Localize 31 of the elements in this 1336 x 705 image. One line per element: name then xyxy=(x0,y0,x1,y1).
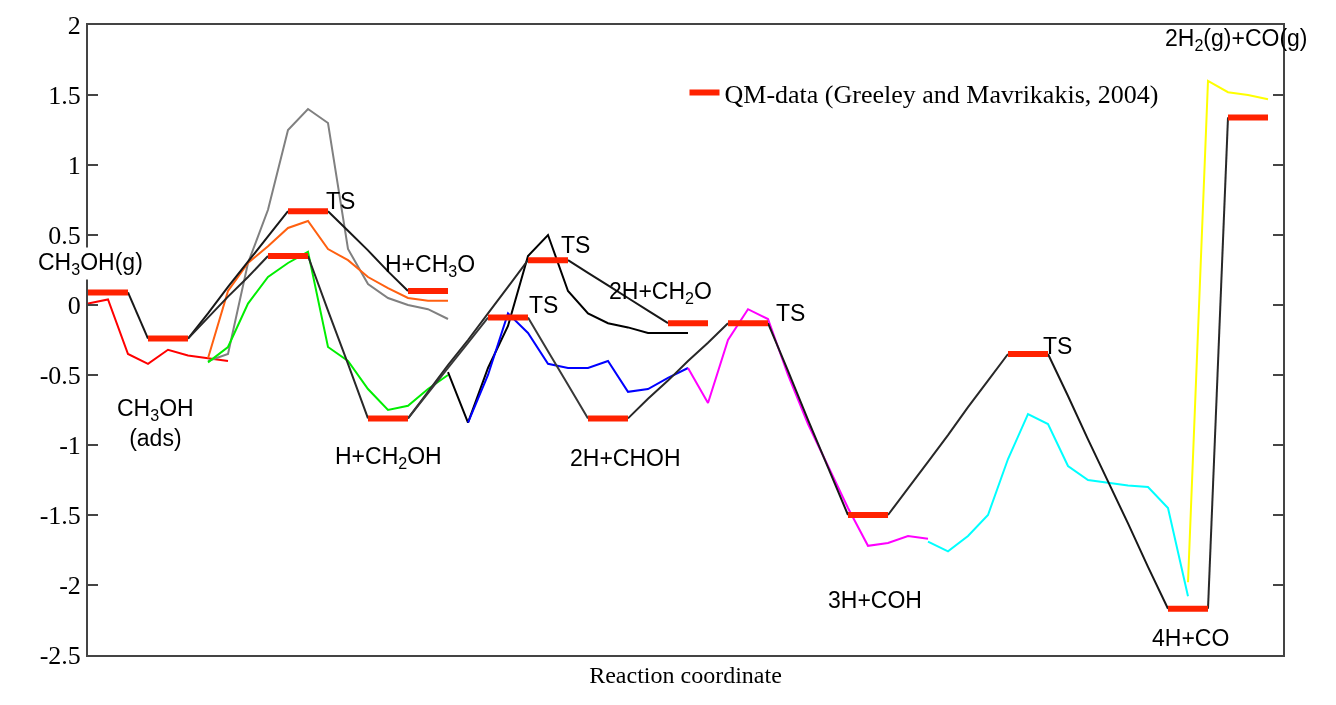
annotation: CH$_{3}$OH(g) xyxy=(38,249,143,278)
y-tick-label: 1.5 xyxy=(48,81,81,111)
annotation: 4H+CO xyxy=(1152,625,1230,651)
y-tick-label: -2.5 xyxy=(39,641,81,671)
x-axis-title: Reaction coordinate xyxy=(589,661,782,688)
line-series xyxy=(467,312,689,424)
line-series xyxy=(927,413,1189,598)
y-tick-label: 1 xyxy=(67,151,81,181)
annotation: TS xyxy=(1043,333,1073,359)
y-tick-label: -1 xyxy=(59,431,81,461)
annotation: TS xyxy=(326,188,356,214)
line-series xyxy=(207,220,449,360)
y-tick-label: 0.5 xyxy=(48,221,81,251)
annotation: TS xyxy=(529,292,559,318)
line-series xyxy=(207,108,449,362)
annotation: TS xyxy=(561,232,591,258)
y-tick-label: 2 xyxy=(67,11,81,41)
annotation: H+CH$_{2}$OH xyxy=(335,443,442,472)
annotation: H+CH$_{3}$O xyxy=(385,251,476,280)
y-tick-label: 0 xyxy=(67,291,81,321)
annotation: CH$_{3}$OH (ads) xyxy=(117,395,194,451)
annotation: 3H+COH xyxy=(828,587,922,613)
y-tick-label: -0.5 xyxy=(39,361,81,391)
annotation: TS xyxy=(776,300,806,326)
y-tick-label: -2 xyxy=(59,571,81,601)
legend-label: QM-data (Greeley and Mavrikakis, 2004) xyxy=(724,79,1159,109)
line-series xyxy=(1187,80,1269,584)
line-series xyxy=(88,298,229,365)
annotation: 2H+CHOH xyxy=(570,445,681,471)
y-tick-label: -1.5 xyxy=(39,501,81,531)
line-series xyxy=(207,250,449,411)
